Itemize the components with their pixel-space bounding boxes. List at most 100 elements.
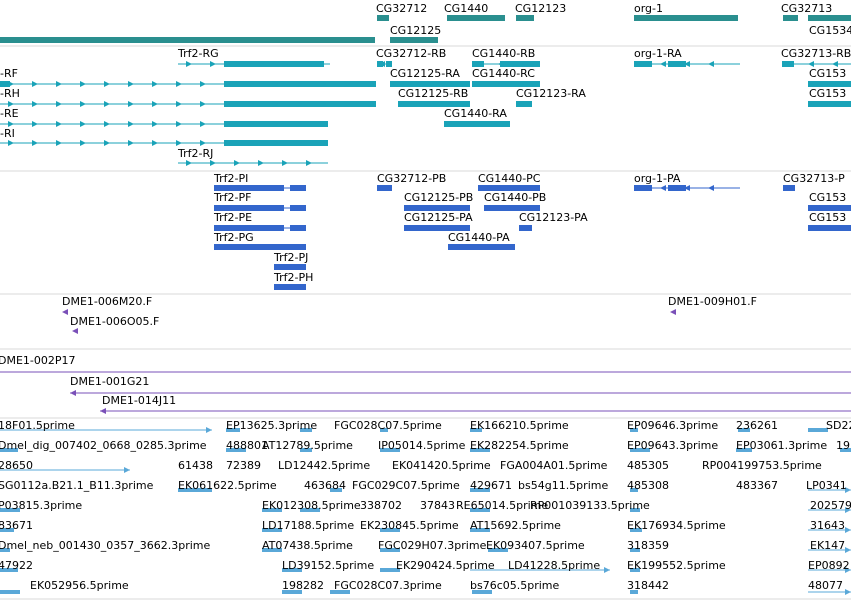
strand-arrow[interactable]: [636, 185, 642, 191]
strand-arrow[interactable]: [104, 121, 110, 127]
strand-arrow[interactable]: [104, 81, 110, 87]
strand-arrow[interactable]: [56, 101, 62, 107]
est-arrow[interactable]: [124, 467, 130, 473]
strand-arrow[interactable]: [498, 81, 504, 87]
strand-arrow[interactable]: [810, 205, 816, 211]
strand-arrow[interactable]: [344, 101, 350, 107]
strand-arrow[interactable]: [128, 81, 134, 87]
gene-bar[interactable]: [447, 15, 505, 21]
strand-arrow[interactable]: [248, 140, 254, 146]
strand-arrow[interactable]: [282, 264, 288, 270]
gene-bar[interactable]: [516, 15, 534, 21]
transcript-exon[interactable]: [0, 81, 10, 87]
strand-arrow[interactable]: [152, 121, 158, 127]
strand-arrow[interactable]: [518, 101, 524, 107]
strand-arrow[interactable]: [306, 61, 312, 67]
strand-arrow[interactable]: [296, 121, 302, 127]
strand-arrow[interactable]: [270, 225, 276, 231]
strand-arrow[interactable]: [32, 140, 38, 146]
strand-arrow[interactable]: [320, 101, 326, 107]
est-feature[interactable]: [262, 548, 282, 552]
strand-arrow[interactable]: [448, 101, 454, 107]
strand-arrow[interactable]: [186, 160, 192, 166]
strand-arrow[interactable]: [246, 205, 252, 211]
est-feature[interactable]: [808, 428, 828, 432]
transcript-exon[interactable]: [404, 225, 470, 231]
strand-arrow[interactable]: [200, 81, 206, 87]
est-arrow[interactable]: [845, 527, 851, 533]
strand-arrow[interactable]: [834, 81, 840, 87]
strand-arrow[interactable]: [222, 205, 228, 211]
transcript-exon[interactable]: [634, 61, 652, 67]
gene-bar[interactable]: [808, 15, 851, 21]
strand-arrow[interactable]: [270, 244, 276, 250]
est-feature[interactable]: [630, 488, 638, 492]
strand-arrow[interactable]: [200, 121, 206, 127]
strand-arrow[interactable]: [270, 205, 276, 211]
strand-arrow[interactable]: [306, 160, 312, 166]
strand-arrow[interactable]: [8, 101, 14, 107]
est-feature[interactable]: [380, 448, 400, 452]
strand-arrow[interactable]: [176, 140, 182, 146]
strand-arrow[interactable]: [80, 140, 86, 146]
strand-arrow[interactable]: [282, 284, 288, 290]
strand-arrow[interactable]: [454, 205, 460, 211]
transcript-exon[interactable]: [224, 61, 324, 67]
strand-arrow[interactable]: [470, 121, 476, 127]
est-arrow[interactable]: [845, 589, 851, 595]
bac-clone-end[interactable]: [100, 408, 106, 414]
strand-arrow[interactable]: [832, 61, 838, 67]
strand-arrow[interactable]: [32, 101, 38, 107]
bac-end-marker[interactable]: [62, 309, 68, 315]
strand-arrow[interactable]: [186, 61, 192, 67]
strand-arrow[interactable]: [379, 61, 385, 67]
strand-arrow[interactable]: [406, 225, 412, 231]
strand-arrow[interactable]: [320, 81, 326, 87]
est-feature[interactable]: [630, 590, 638, 594]
est-feature[interactable]: [840, 448, 851, 452]
strand-arrow[interactable]: [32, 81, 38, 87]
transcript-exon[interactable]: [668, 185, 686, 191]
strand-arrow[interactable]: [424, 101, 430, 107]
strand-arrow[interactable]: [498, 61, 504, 67]
strand-arrow[interactable]: [808, 61, 814, 67]
strand-arrow[interactable]: [56, 81, 62, 87]
est-arrow[interactable]: [845, 547, 851, 553]
strand-arrow[interactable]: [176, 121, 182, 127]
strand-arrow[interactable]: [294, 225, 300, 231]
transcript-exon[interactable]: [808, 225, 851, 231]
strand-arrow[interactable]: [522, 81, 528, 87]
strand-arrow[interactable]: [8, 121, 14, 127]
est-feature[interactable]: [0, 548, 10, 552]
transcript-exon[interactable]: [500, 61, 540, 67]
strand-arrow[interactable]: [636, 61, 642, 67]
est-feature[interactable]: [470, 488, 490, 492]
est-feature[interactable]: [0, 528, 14, 532]
transcript-exon[interactable]: [390, 81, 470, 87]
est-arrow[interactable]: [845, 507, 851, 513]
est-feature[interactable]: [226, 428, 240, 432]
strand-arrow[interactable]: [810, 81, 816, 87]
strand-arrow[interactable]: [224, 101, 230, 107]
est-feature[interactable]: [0, 448, 18, 452]
strand-arrow[interactable]: [810, 225, 816, 231]
strand-arrow[interactable]: [446, 121, 452, 127]
strand-arrow[interactable]: [152, 81, 158, 87]
strand-arrow[interactable]: [344, 81, 350, 87]
strand-arrow[interactable]: [56, 121, 62, 127]
strand-arrow[interactable]: [406, 205, 412, 211]
strand-arrow[interactable]: [294, 185, 300, 191]
est-feature[interactable]: [470, 508, 490, 512]
strand-arrow[interactable]: [176, 81, 182, 87]
est-feature[interactable]: [630, 528, 642, 532]
strand-arrow[interactable]: [128, 140, 134, 146]
est-arrow[interactable]: [206, 427, 212, 433]
strand-arrow[interactable]: [272, 121, 278, 127]
strand-arrow[interactable]: [80, 101, 86, 107]
strand-arrow[interactable]: [246, 225, 252, 231]
gene-bar[interactable]: [634, 15, 738, 21]
est-feature[interactable]: [630, 508, 640, 512]
strand-arrow[interactable]: [248, 81, 254, 87]
strand-arrow[interactable]: [510, 205, 516, 211]
